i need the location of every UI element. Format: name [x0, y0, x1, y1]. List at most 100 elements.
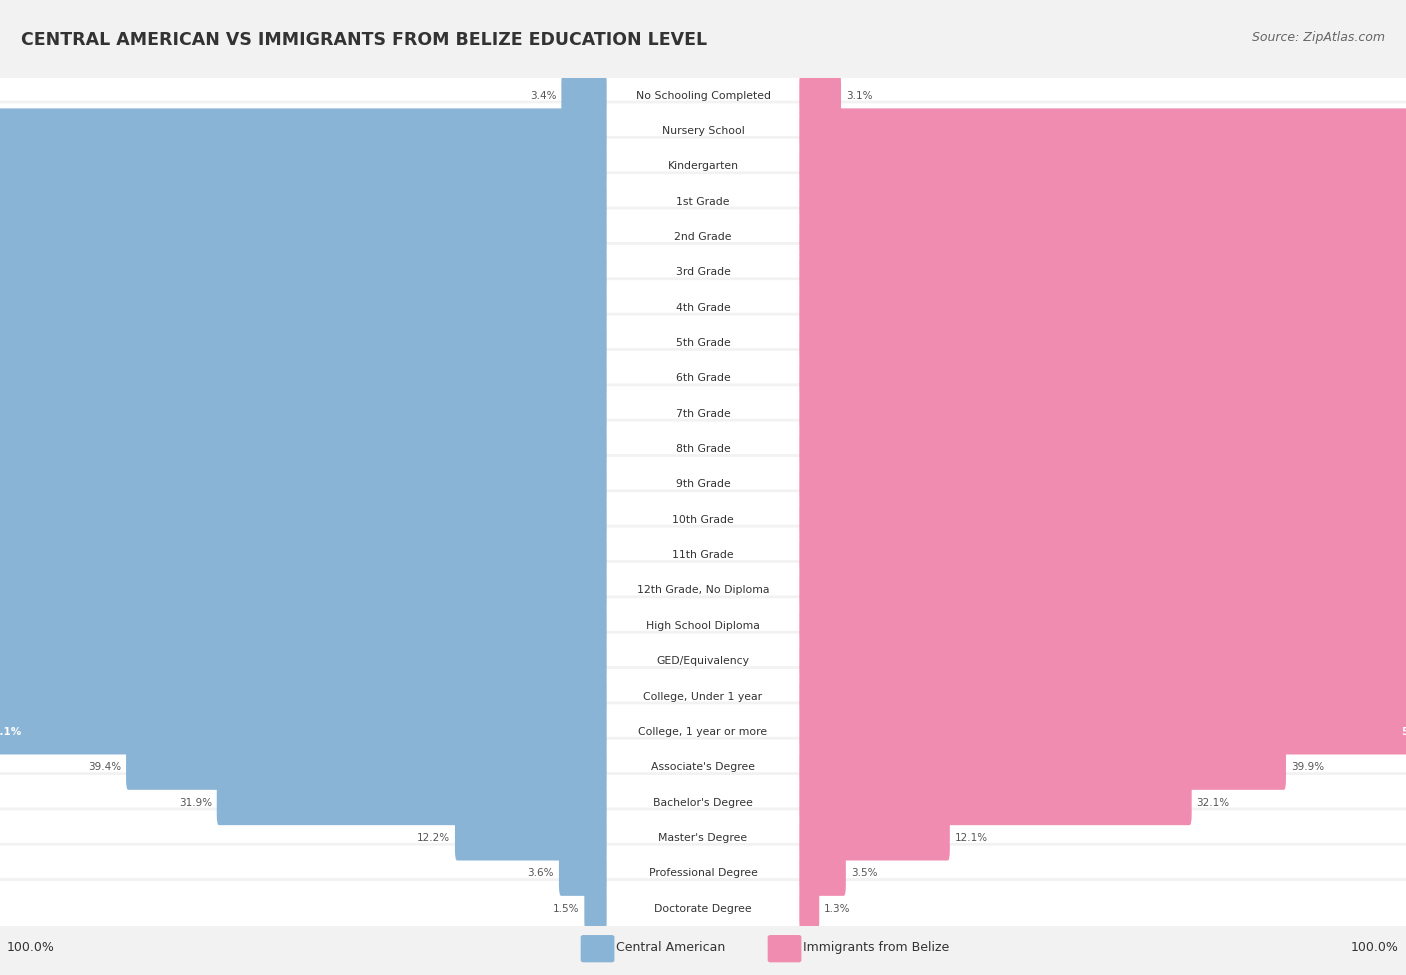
Text: 100.0%: 100.0% [7, 941, 55, 955]
FancyBboxPatch shape [0, 567, 606, 613]
FancyBboxPatch shape [217, 780, 607, 825]
Text: 3.1%: 3.1% [846, 91, 873, 100]
Text: 3.6%: 3.6% [527, 868, 554, 878]
FancyBboxPatch shape [799, 639, 1406, 683]
FancyBboxPatch shape [0, 497, 606, 542]
FancyBboxPatch shape [0, 668, 1406, 725]
Text: 3.5%: 3.5% [851, 868, 877, 878]
FancyBboxPatch shape [799, 886, 820, 931]
Text: 12th Grade, No Diploma: 12th Grade, No Diploma [637, 585, 769, 596]
FancyBboxPatch shape [0, 709, 607, 755]
Text: 52.1%: 52.1% [0, 726, 21, 737]
Text: 3.4%: 3.4% [530, 91, 557, 100]
FancyBboxPatch shape [0, 462, 606, 507]
FancyBboxPatch shape [799, 745, 1286, 790]
FancyBboxPatch shape [0, 604, 606, 648]
FancyBboxPatch shape [799, 850, 846, 896]
FancyBboxPatch shape [799, 391, 1406, 437]
Text: 12.1%: 12.1% [955, 833, 988, 843]
Text: 32.1%: 32.1% [1197, 798, 1230, 807]
Text: Associate's Degree: Associate's Degree [651, 762, 755, 772]
FancyBboxPatch shape [799, 497, 1406, 542]
Text: No Schooling Completed: No Schooling Completed [636, 91, 770, 100]
FancyBboxPatch shape [799, 285, 1406, 331]
Text: 4th Grade: 4th Grade [676, 302, 730, 313]
FancyBboxPatch shape [561, 73, 607, 118]
Text: Kindergarten: Kindergarten [668, 161, 738, 172]
FancyBboxPatch shape [799, 426, 1406, 472]
FancyBboxPatch shape [127, 745, 607, 790]
FancyBboxPatch shape [0, 738, 1406, 797]
FancyBboxPatch shape [0, 108, 606, 154]
FancyBboxPatch shape [585, 886, 607, 931]
FancyBboxPatch shape [0, 490, 1406, 549]
FancyBboxPatch shape [0, 214, 606, 259]
FancyBboxPatch shape [456, 815, 607, 861]
FancyBboxPatch shape [799, 567, 1406, 613]
FancyBboxPatch shape [0, 385, 1406, 443]
Text: College, Under 1 year: College, Under 1 year [644, 691, 762, 702]
FancyBboxPatch shape [0, 420, 1406, 478]
Text: 3rd Grade: 3rd Grade [675, 267, 731, 278]
Text: 8th Grade: 8th Grade [676, 444, 730, 454]
FancyBboxPatch shape [0, 674, 607, 720]
Text: Bachelor's Degree: Bachelor's Degree [652, 798, 754, 807]
FancyBboxPatch shape [0, 179, 606, 224]
FancyBboxPatch shape [0, 66, 1406, 125]
Text: 53.5%: 53.5% [1402, 726, 1406, 737]
Text: 1.5%: 1.5% [553, 904, 579, 914]
Text: 7th Grade: 7th Grade [676, 409, 730, 419]
FancyBboxPatch shape [0, 314, 1406, 372]
Text: 11th Grade: 11th Grade [672, 550, 734, 561]
FancyBboxPatch shape [0, 250, 606, 295]
Text: 2nd Grade: 2nd Grade [675, 232, 731, 242]
FancyBboxPatch shape [799, 604, 1406, 648]
FancyBboxPatch shape [0, 143, 606, 189]
Text: 31.9%: 31.9% [179, 798, 212, 807]
FancyBboxPatch shape [0, 102, 1406, 160]
FancyBboxPatch shape [0, 208, 1406, 266]
Text: GED/Equivalency: GED/Equivalency [657, 656, 749, 666]
FancyBboxPatch shape [799, 179, 1406, 224]
FancyBboxPatch shape [799, 674, 1406, 720]
FancyBboxPatch shape [560, 850, 607, 896]
FancyBboxPatch shape [0, 844, 1406, 902]
FancyBboxPatch shape [0, 321, 606, 366]
FancyBboxPatch shape [0, 244, 1406, 301]
Text: High School Diploma: High School Diploma [647, 621, 759, 631]
FancyBboxPatch shape [0, 137, 1406, 195]
FancyBboxPatch shape [0, 562, 1406, 619]
Text: 5th Grade: 5th Grade [676, 338, 730, 348]
FancyBboxPatch shape [0, 173, 1406, 231]
FancyBboxPatch shape [0, 526, 1406, 584]
FancyBboxPatch shape [799, 73, 841, 118]
Text: Doctorate Degree: Doctorate Degree [654, 904, 752, 914]
FancyBboxPatch shape [799, 214, 1406, 259]
FancyBboxPatch shape [799, 250, 1406, 295]
FancyBboxPatch shape [0, 773, 1406, 832]
FancyBboxPatch shape [799, 356, 1406, 401]
Text: Nursery School: Nursery School [662, 126, 744, 137]
FancyBboxPatch shape [0, 632, 1406, 690]
Text: 39.9%: 39.9% [1291, 762, 1324, 772]
FancyBboxPatch shape [0, 285, 606, 331]
FancyBboxPatch shape [799, 462, 1406, 507]
FancyBboxPatch shape [0, 279, 1406, 336]
Text: Central American: Central American [616, 941, 725, 955]
FancyBboxPatch shape [0, 532, 606, 578]
Text: Source: ZipAtlas.com: Source: ZipAtlas.com [1251, 31, 1385, 44]
FancyBboxPatch shape [799, 709, 1406, 755]
Text: CENTRAL AMERICAN VS IMMIGRANTS FROM BELIZE EDUCATION LEVEL: CENTRAL AMERICAN VS IMMIGRANTS FROM BELI… [21, 31, 707, 49]
FancyBboxPatch shape [799, 143, 1406, 189]
FancyBboxPatch shape [0, 455, 1406, 514]
FancyBboxPatch shape [0, 809, 1406, 867]
FancyBboxPatch shape [799, 108, 1406, 154]
Text: 1.3%: 1.3% [824, 904, 851, 914]
Text: Immigrants from Belize: Immigrants from Belize [803, 941, 949, 955]
Text: 1st Grade: 1st Grade [676, 197, 730, 207]
FancyBboxPatch shape [0, 349, 1406, 408]
FancyBboxPatch shape [0, 639, 606, 683]
FancyBboxPatch shape [0, 356, 606, 401]
FancyBboxPatch shape [0, 391, 606, 437]
Text: 9th Grade: 9th Grade [676, 480, 730, 489]
